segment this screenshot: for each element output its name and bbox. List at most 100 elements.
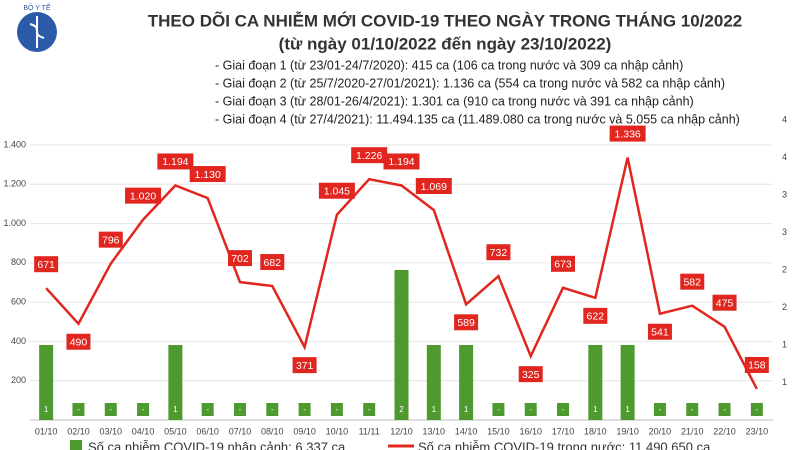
- label-box: [486, 244, 511, 261]
- label-box: [647, 323, 672, 340]
- y2-tick-label: 3: [782, 227, 787, 237]
- label-box: [557, 403, 570, 416]
- line-value-label: 622: [587, 311, 605, 323]
- x-tick-label: 14/10: [455, 426, 478, 436]
- label-box: [169, 403, 182, 416]
- logo-icon: [29, 16, 45, 48]
- bar-value-label: -: [142, 405, 145, 414]
- line-value-label: 1.194: [388, 156, 414, 168]
- bar-value-label: -: [206, 405, 209, 414]
- label-box: [589, 403, 602, 416]
- label-box: [680, 273, 705, 290]
- label-box: [551, 255, 576, 272]
- line-value-label: 1.020: [130, 190, 156, 202]
- label-box: [298, 403, 311, 416]
- label-box: [137, 403, 150, 416]
- line-value-label: 1.130: [195, 169, 221, 181]
- line-value-label: 1.336: [614, 128, 640, 140]
- label-box: [66, 333, 91, 350]
- y-tick-label: 1.000: [3, 218, 26, 228]
- bar-value-label: -: [497, 405, 500, 414]
- bar: [588, 345, 603, 420]
- bar-value-label: -: [562, 405, 565, 414]
- bar: [426, 345, 441, 420]
- bar-value-label: -: [77, 405, 80, 414]
- y2-tick-label: 2: [782, 264, 787, 274]
- label-box: [233, 403, 246, 416]
- x-tick-label: 21/10: [681, 426, 704, 436]
- x-tick-label: 12/10: [390, 426, 413, 436]
- label-box: [266, 403, 279, 416]
- x-tick-label: 07/10: [229, 426, 252, 436]
- label-box: [518, 366, 543, 383]
- x-tick-label: 23/10: [746, 426, 769, 436]
- logo-text: BỘ Y TẾ: [23, 2, 51, 12]
- x-tick-label: 10/10: [326, 426, 349, 436]
- line-value-label: 1.194: [162, 156, 188, 168]
- line-value-label: 158: [748, 360, 766, 372]
- line-value-label: 475: [716, 297, 734, 309]
- label-box: [98, 231, 123, 248]
- line-value-label: 371: [296, 360, 314, 372]
- label-box: [260, 254, 285, 271]
- bar-value-label: -: [303, 405, 306, 414]
- label-box: [318, 182, 355, 199]
- x-tick-label: 06/10: [196, 426, 219, 436]
- bar-value-label: -: [336, 405, 339, 414]
- note: - Giai đoạn 4 (từ 27/4/2021): 11.494.135…: [215, 112, 740, 126]
- label-box: [104, 403, 117, 416]
- x-tick-label: 08/10: [261, 426, 284, 436]
- bar-value-label: -: [756, 405, 759, 414]
- x-tick-label: 01/10: [35, 426, 58, 436]
- x-tick-label: 03/10: [99, 426, 122, 436]
- x-tick-label: 19/10: [616, 426, 639, 436]
- legend-swatch: [70, 440, 82, 450]
- label-box: [40, 403, 53, 416]
- y2-tick-label: 1: [782, 377, 787, 387]
- y2-tick-label: 3: [782, 189, 787, 199]
- bar-value-label: -: [691, 405, 694, 414]
- label-box: [157, 153, 194, 170]
- chart-subtitle: (từ ngày 01/10/2022 đến ngày 23/10/2022): [279, 34, 612, 53]
- line-value-label: 490: [70, 337, 88, 349]
- bar: [39, 345, 54, 420]
- label-box: [718, 403, 731, 416]
- line-value-label: 702: [231, 253, 249, 265]
- bar-value-label: 1: [593, 405, 598, 414]
- line-value-label: 671: [37, 259, 55, 271]
- y2-tick-label: 4: [782, 152, 787, 162]
- y-tick-label: 1.400: [3, 139, 26, 149]
- y-tick-label: 400: [11, 336, 26, 346]
- bar-value-label: -: [723, 405, 726, 414]
- line-value-label: 1.226: [356, 150, 382, 162]
- legend-label: Số ca nhiễm COVID-19 trong nước: 11.490.…: [418, 439, 711, 450]
- y-tick-label: 600: [11, 297, 26, 307]
- label-box: [750, 403, 763, 416]
- note: - Giai đoạn 3 (từ 28/01-26/4/2021): 1.30…: [215, 94, 694, 108]
- label-box: [454, 314, 479, 331]
- bar: [459, 345, 474, 420]
- x-tick-label: 11/11: [359, 426, 380, 436]
- x-tick-label: 15/10: [487, 426, 510, 436]
- label-box: [34, 256, 59, 273]
- y-tick-label: 200: [11, 375, 26, 385]
- line-value-label: 796: [102, 234, 120, 246]
- label-box: [686, 403, 699, 416]
- label-box: [72, 403, 85, 416]
- line-value-label: 325: [522, 369, 540, 381]
- y2-tick-label: 1: [782, 339, 787, 349]
- label-box: [292, 357, 317, 374]
- line-value-label: 673: [554, 259, 572, 271]
- label-box: [189, 166, 226, 183]
- label-box: [621, 403, 634, 416]
- bar-value-label: -: [529, 405, 532, 414]
- line-value-label: 582: [683, 276, 701, 288]
- line-value-label: 1.069: [421, 181, 447, 193]
- label-box: [125, 187, 162, 204]
- x-tick-label: 22/10: [713, 426, 736, 436]
- y-tick-label: 1.200: [3, 179, 26, 189]
- label-box: [330, 403, 343, 416]
- bar: [620, 345, 635, 420]
- bar-value-label: -: [109, 405, 112, 414]
